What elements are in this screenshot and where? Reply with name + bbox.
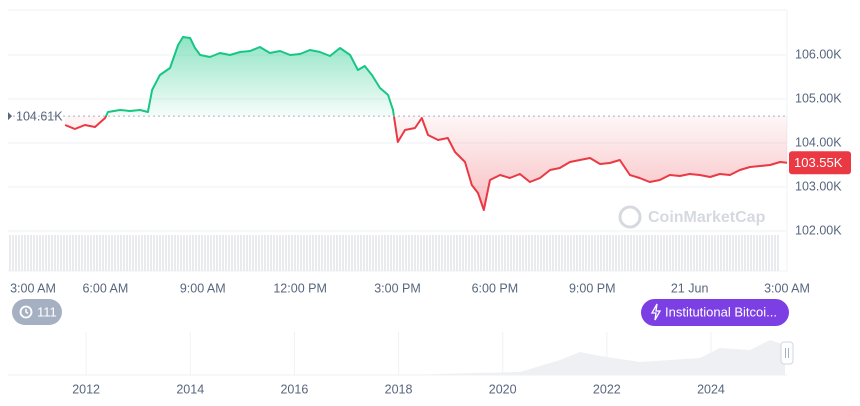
navigator-tick-label: 2022	[593, 382, 621, 396]
y-tick-label: 102.00K	[795, 223, 842, 237]
x-tick-label: 3:00 AM	[10, 281, 56, 295]
area-fill	[65, 37, 788, 210]
x-tick-label: 12:00 PM	[273, 281, 327, 295]
baseline-marker	[8, 112, 12, 121]
navigator-tick-label: 2024	[697, 382, 725, 396]
x-tick-label: 3:00 AM	[764, 281, 810, 295]
x-tick-label: 21 Jun	[671, 281, 709, 295]
comments-badge[interactable]: 111	[12, 299, 62, 325]
watermark-text: CoinMarketCap	[648, 209, 766, 226]
x-tick-label: 6:00 PM	[472, 281, 519, 295]
navigator-tick-label: 2016	[280, 382, 308, 396]
y-tick-label: 103.00K	[795, 179, 842, 193]
navigator-tick-label: 2018	[385, 382, 413, 396]
x-tick-label: 9:00 PM	[569, 281, 616, 295]
comments-count: 111	[37, 304, 57, 319]
y-tick-label: 106.00K	[795, 47, 842, 61]
navigator-tick-label: 2012	[72, 382, 100, 396]
baseline-label: 104.61K	[16, 109, 63, 123]
news-tag-text: Institutional Bitcoi...	[665, 304, 777, 319]
y-tick-label: 105.00K	[795, 91, 842, 105]
x-tick-label: 6:00 AM	[82, 281, 128, 295]
navigator-tick-label: 2020	[489, 382, 517, 396]
navigator-tick-label: 2014	[176, 382, 204, 396]
volume-band	[8, 235, 780, 271]
navigator-handle[interactable]	[780, 341, 794, 365]
news-tag[interactable]: Institutional Bitcoi...	[641, 299, 789, 326]
last-price-label: 103.55K	[794, 155, 843, 170]
price-line	[64, 36, 788, 211]
handle-grip	[785, 348, 789, 358]
watermark: CoinMarketCap	[618, 205, 766, 229]
x-tick-label: 3:00 PM	[374, 281, 421, 295]
last-price-box	[789, 151, 851, 175]
navigator-area	[400, 340, 785, 375]
x-tick-label: 9:00 AM	[180, 281, 226, 295]
y-tick-label: 104.00K	[795, 135, 842, 149]
